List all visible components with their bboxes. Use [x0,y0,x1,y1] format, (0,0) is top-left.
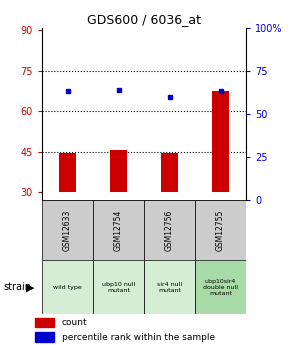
FancyBboxPatch shape [195,260,246,314]
Bar [160,153,178,192]
FancyBboxPatch shape [93,200,144,260]
Bar [35,332,54,342]
Text: ubp10sir4
double null
mutant: ubp10sir4 double null mutant [203,279,238,296]
Bar [212,91,230,192]
Text: strain: strain [3,282,31,292]
Title: GDS600 / 6036_at: GDS600 / 6036_at [87,13,201,27]
Text: GSM12633: GSM12633 [63,210,72,251]
Text: count: count [62,318,87,327]
Text: GSM12754: GSM12754 [114,210,123,251]
Text: GSM12756: GSM12756 [165,210,174,251]
Text: wild type: wild type [53,285,82,290]
Text: GSM12755: GSM12755 [216,210,225,251]
Text: ▶: ▶ [26,282,34,292]
FancyBboxPatch shape [144,200,195,260]
FancyBboxPatch shape [42,260,93,314]
Text: percentile rank within the sample: percentile rank within the sample [62,333,215,342]
Text: sir4 null
mutant: sir4 null mutant [157,282,182,293]
FancyBboxPatch shape [93,260,144,314]
Bar [58,153,76,192]
FancyBboxPatch shape [195,200,246,260]
Bar [110,150,128,192]
FancyBboxPatch shape [42,200,93,260]
FancyBboxPatch shape [144,260,195,314]
Bar [35,318,54,327]
Text: ubp10 null
mutant: ubp10 null mutant [102,282,135,293]
